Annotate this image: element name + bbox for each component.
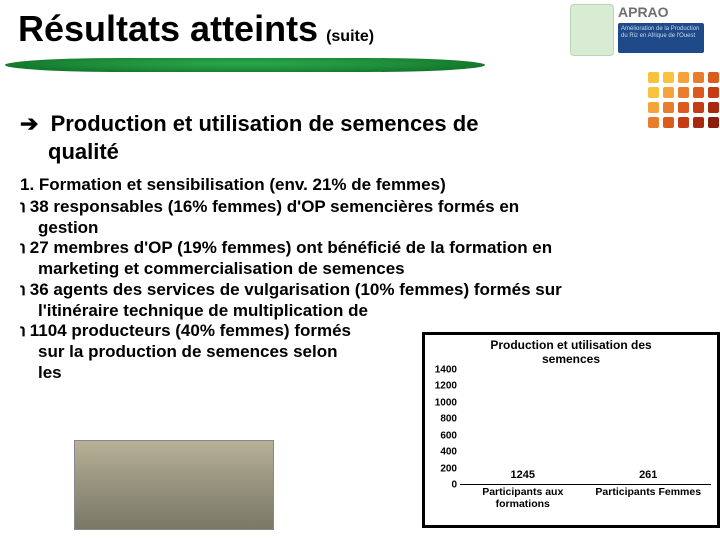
y-tick: 400	[440, 447, 457, 458]
bar-value-label: 1245	[488, 469, 558, 481]
chart-y-axis: 0200400600800100012001400	[431, 370, 459, 485]
bar-chart: Production et utilisation des semences 0…	[422, 332, 720, 528]
section-title: ➔ Production et utilisation de semences …	[20, 110, 700, 165]
logo-name: APRAO	[618, 4, 710, 20]
y-tick: 1400	[435, 365, 457, 376]
logo-sub: Amélioration de la Production du Riz en …	[618, 23, 704, 53]
y-tick: 800	[440, 414, 457, 425]
arrow-icon: ➔	[20, 111, 38, 136]
bullet-1: ℩38 responsables (16% femmes) d'OP semen…	[20, 197, 700, 218]
bullet-3-cont: l'itinéraire technique de multiplication…	[20, 301, 700, 322]
bullet-icon: ℩	[20, 197, 26, 216]
subheading: 1. Formation et sensibilisation (env. 21…	[20, 175, 700, 195]
slide-title: Résultats atteints	[18, 8, 318, 50]
slide-header: Résultats atteints (suite) APRAO Amélior…	[0, 0, 720, 74]
y-tick: 0	[451, 480, 457, 491]
bullet-1-cont: gestion	[20, 218, 700, 239]
bullet-3: ℩36 agents des services de vulgarisation…	[20, 280, 700, 301]
y-tick: 1000	[435, 397, 457, 408]
bar-value-label: 261	[613, 469, 683, 481]
chart-title: Production et utilisation des semences	[425, 335, 717, 367]
chart-plot-area: 1245 261	[460, 370, 711, 485]
bullet-icon: ℩	[20, 321, 26, 340]
slide-subtitle-suite: (suite)	[326, 28, 374, 46]
bullet-2-cont: marketing et commercialisation de semenc…	[20, 259, 700, 280]
x-label-1: Participants Femmes	[588, 487, 708, 521]
aprao-logo: APRAO Amélioration de la Production du R…	[570, 4, 710, 68]
section-title-l2: qualité	[48, 139, 119, 164]
section-title-l1: Production et utilisation de semences de	[51, 111, 479, 136]
y-tick: 600	[440, 430, 457, 441]
bullet-icon: ℩	[20, 238, 26, 257]
training-photo	[74, 440, 274, 530]
title-underline	[5, 58, 485, 72]
chart-bars: 1245 261	[460, 370, 711, 485]
logo-icon	[570, 4, 614, 56]
chart-x-axis: Participants aux formations Participants…	[460, 487, 711, 521]
bullet-icon: ℩	[20, 280, 26, 299]
y-tick: 1200	[435, 381, 457, 392]
x-label-0: Participants aux formations	[463, 487, 583, 521]
bullet-2: ℩27 membres d'OP (19% femmes) ont bénéfi…	[20, 238, 700, 259]
y-tick: 200	[440, 463, 457, 474]
